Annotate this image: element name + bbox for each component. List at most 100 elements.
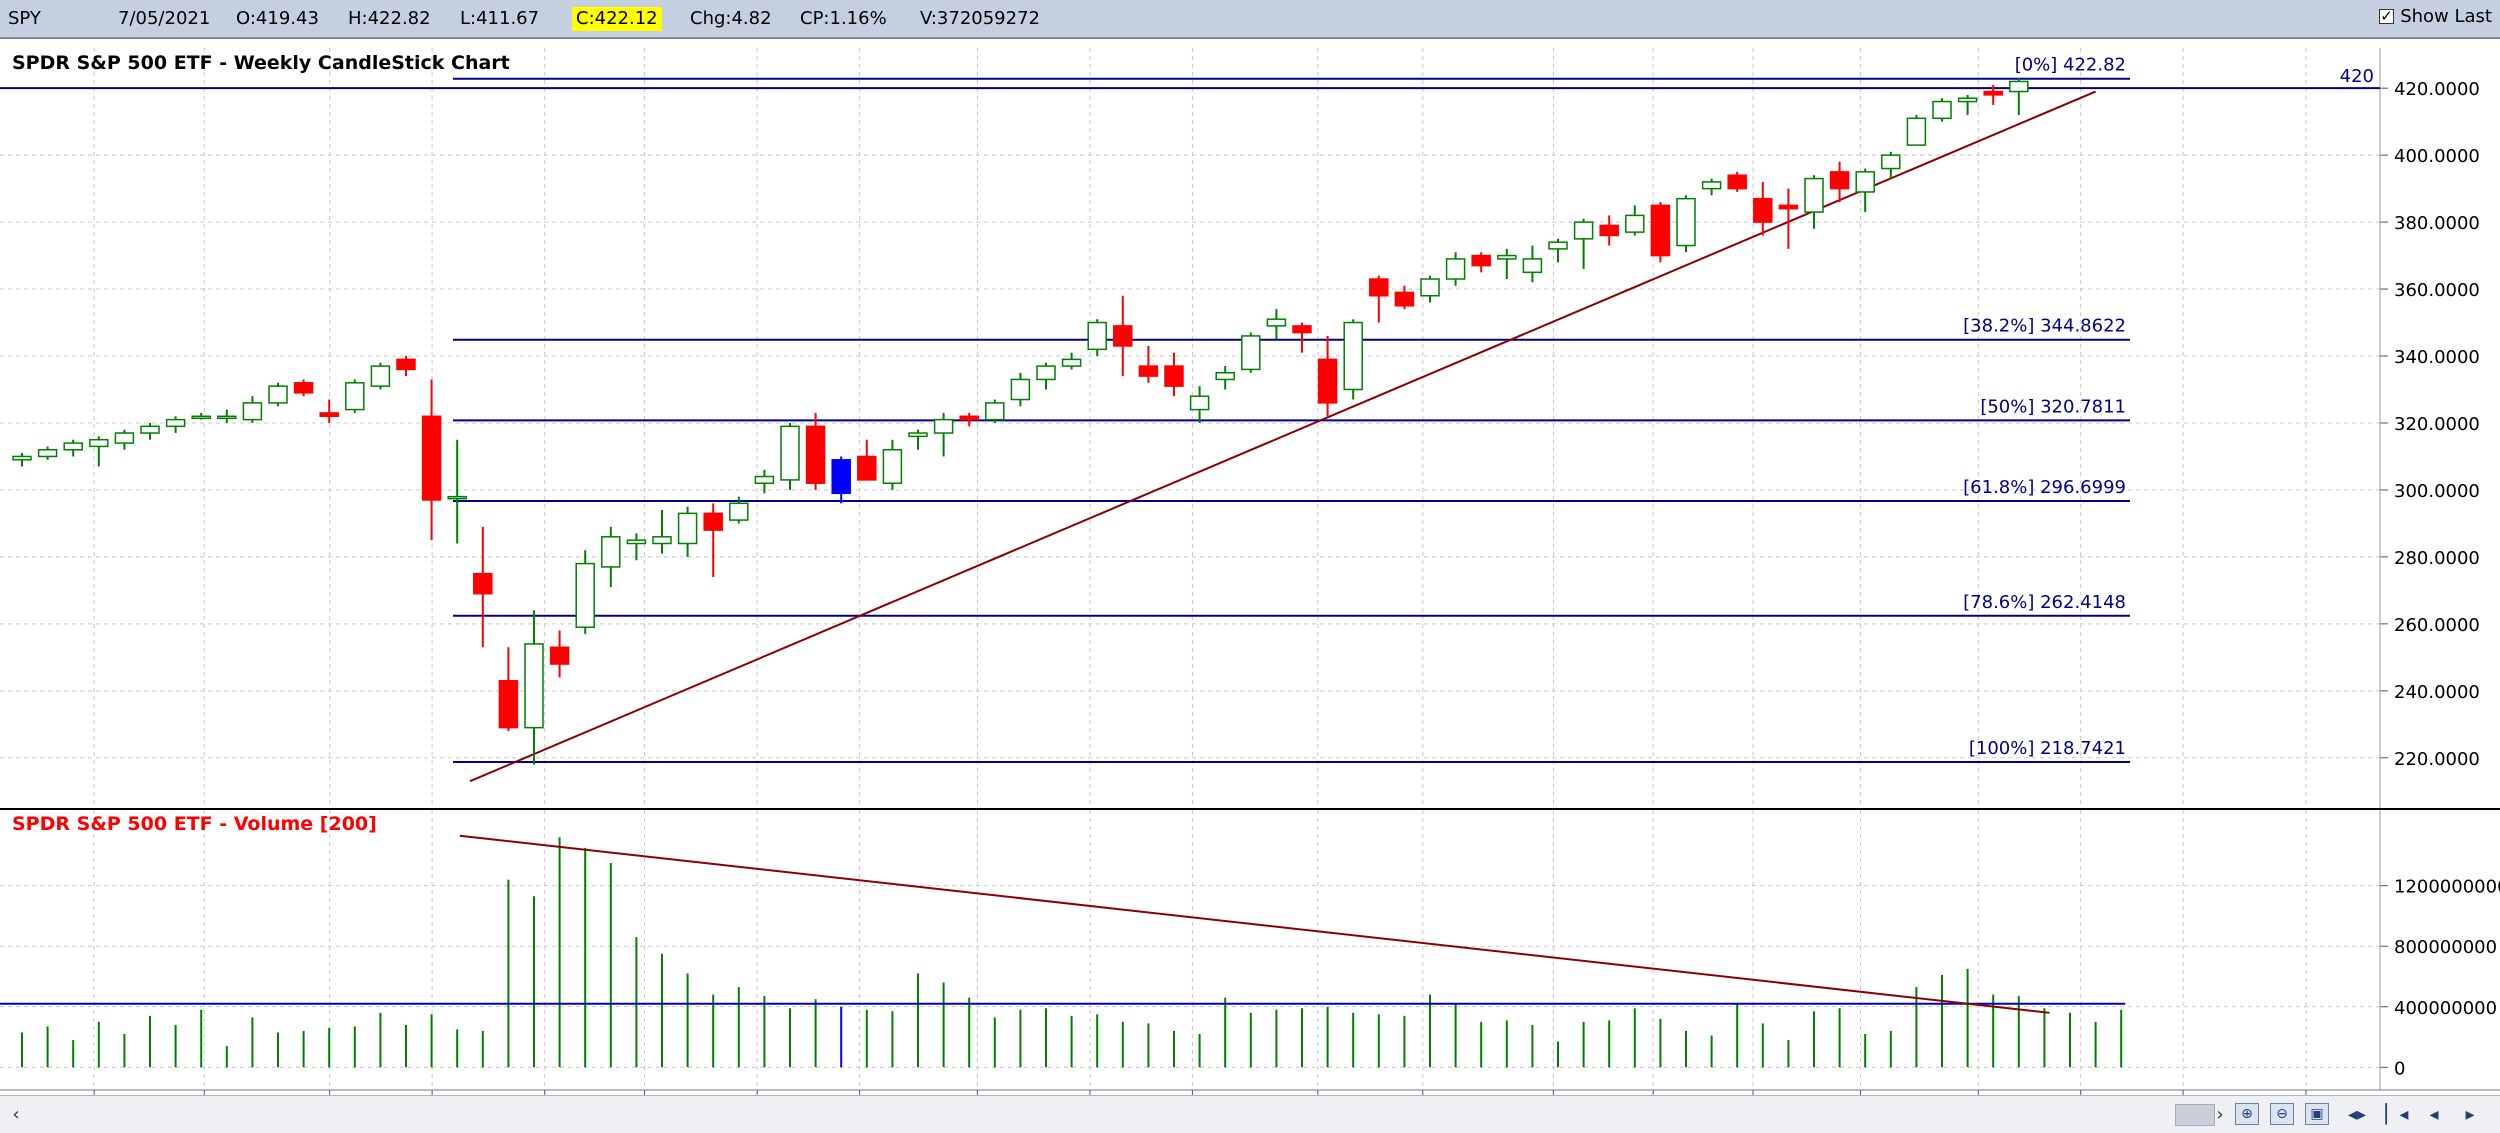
volume-tick-label: 1200000000 <box>2394 877 2500 898</box>
candle-body <box>882 449 903 484</box>
candle-body <box>191 415 211 420</box>
fib-level-label: [100%] 218.7421 <box>1969 738 2126 759</box>
candle-body <box>1369 278 1389 297</box>
candle-body <box>37 449 58 458</box>
fib-level-label: [61.8%] 296.6999 <box>1963 477 2126 498</box>
price-tick-label: 300.0000 <box>2394 481 2480 502</box>
time-scrollbar[interactable]: ‹ › ⊕ ⊖ ▣ ◂▸ ▏◂ ◂ ▸ <box>0 1095 2500 1133</box>
show-last-checkbox[interactable] <box>2379 6 2395 26</box>
candle-body <box>1394 291 1415 307</box>
candle-body <box>345 382 365 411</box>
candle-body <box>63 442 83 451</box>
candle-body <box>1010 378 1031 401</box>
next-page-icon[interactable]: ▸ <box>2465 1104 2475 1125</box>
candle-body <box>1189 395 1210 411</box>
price-tick-label: 320.0000 <box>2394 414 2480 435</box>
candle-body <box>1650 204 1671 257</box>
first-page-icon[interactable]: ▏◂ <box>2385 1104 2409 1125</box>
candle-body <box>165 418 186 428</box>
candle-body <box>1983 90 2003 96</box>
change-pct-label: CP:1.16% <box>800 8 887 29</box>
candle-body <box>1932 100 1952 120</box>
candle-body <box>447 495 467 500</box>
candle-body <box>1625 214 1645 233</box>
volume-trendline <box>459 834 2050 1014</box>
price-trendline <box>469 90 2096 783</box>
candle-body <box>626 539 647 545</box>
volume-label: V:372059272 <box>920 8 1040 29</box>
close-label: C:422.12 <box>572 7 662 31</box>
candle-body <box>1804 177 1824 213</box>
candle-body <box>1829 171 1850 190</box>
candle-body <box>652 536 672 545</box>
candle-body <box>89 438 109 448</box>
scroll-right-icon[interactable]: › <box>2216 1104 2224 1125</box>
candle-body <box>1753 197 1773 223</box>
candle-body <box>319 412 339 418</box>
volume-chart-title: SPDR S&P 500 ETF - Volume [200] <box>12 813 377 835</box>
price-tick-label: 280.0000 <box>2394 548 2480 569</box>
fib-level-label: [50%] 320.7811 <box>1980 396 2126 417</box>
candle-body <box>140 425 160 434</box>
prev-page-icon[interactable]: ◂ <box>2429 1104 2439 1125</box>
fib-level-label: [78.6%] 262.4148 <box>1963 592 2126 613</box>
fib-level-label: [38.2%] 344.8622 <box>1963 316 2126 337</box>
zoom-in-icon[interactable]: ⊕ <box>2235 1103 2259 1125</box>
fib-level-label: [0%] 422.82 <box>2015 55 2126 76</box>
volume-tick-label: 800000000 <box>2394 937 2497 958</box>
high-label: H:422.82 <box>348 8 431 29</box>
candle-body <box>1599 224 1619 237</box>
candle-body <box>1317 358 1338 404</box>
candle-body <box>601 536 621 568</box>
volume-tick-label: 0 <box>2394 1058 2405 1079</box>
change-label: Chg:4.82 <box>690 8 772 29</box>
candle-body <box>524 643 544 729</box>
price-tick-label: 420.0000 <box>2394 79 2480 100</box>
symbol-label: SPY <box>8 8 41 29</box>
price-tick-label: 240.0000 <box>2394 682 2480 703</box>
show-last-label: Show Last <box>2400 6 2492 27</box>
candle-body <box>1906 117 1927 146</box>
candle-body <box>498 680 519 729</box>
candle-body <box>805 425 826 484</box>
price-tick-label: 400.0000 <box>2394 146 2480 167</box>
zoom-out-icon[interactable]: ⊖ <box>2270 1103 2294 1125</box>
candle-body <box>1701 181 1722 190</box>
fit-width-icon[interactable]: ◂▸ <box>2347 1104 2367 1125</box>
volume-tick-label: 400000000 <box>2394 998 2497 1019</box>
candle-body <box>754 475 775 484</box>
show-last-toggle[interactable]: Show Last <box>2379 6 2492 27</box>
chart-area[interactable]: December2020FebruaryMarchAprilMayJuneJul… <box>0 38 2500 1095</box>
candle-body <box>1676 197 1696 247</box>
candle-body <box>1061 358 1082 367</box>
candle-body <box>985 402 1005 421</box>
scrollbar-thumb[interactable] <box>2175 1104 2215 1126</box>
candle-body <box>1113 325 1133 347</box>
candle-body <box>268 385 288 404</box>
candle-body <box>857 455 877 481</box>
candle-body <box>1548 241 1568 250</box>
candle-body <box>370 365 391 387</box>
save-icon[interactable]: ▣ <box>2305 1103 2329 1125</box>
candle-body <box>1420 278 1440 297</box>
candle-body <box>1497 254 1517 260</box>
candle-body <box>2009 80 2029 93</box>
candle-body <box>933 418 954 434</box>
candle-body <box>1241 335 1261 371</box>
candle-body <box>729 502 749 521</box>
candle-body <box>1445 258 1466 280</box>
scroll-left-icon[interactable]: ‹ <box>12 1104 20 1125</box>
candle-body <box>1727 174 1747 190</box>
candle-body <box>1522 258 1543 274</box>
candle-body <box>549 646 570 665</box>
price-tick-label: 260.0000 <box>2394 615 2480 636</box>
candle-body <box>293 382 314 394</box>
candle-body <box>1215 372 1235 381</box>
candle-body <box>114 432 135 444</box>
quote-bar: SPY 7/05/2021 O:419.43 H:422.82 L:411.67… <box>0 0 2500 38</box>
candle-body <box>1778 204 1799 210</box>
candle-body <box>421 415 442 501</box>
candle-body <box>1266 318 1287 327</box>
chart-background <box>0 38 2500 1095</box>
